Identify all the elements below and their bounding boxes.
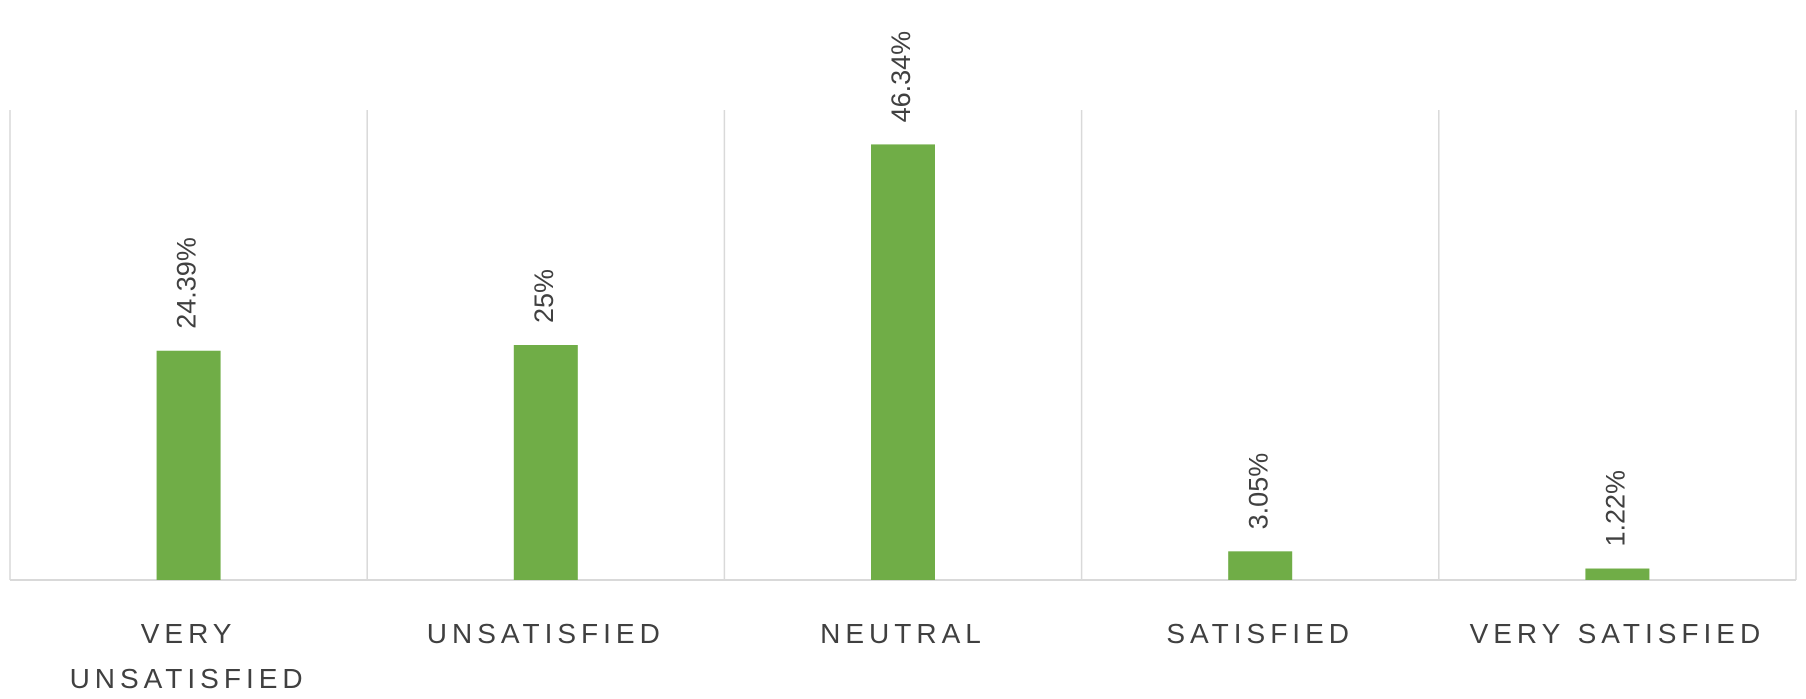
data-label: 25% — [529, 269, 559, 323]
category-label: VERY SATISFIED — [1470, 618, 1766, 649]
data-labels: 24.39% 25% 46.34% 3.05% 1.22% — [172, 31, 1631, 547]
bars — [156, 144, 1650, 581]
category-label-line: UNSATISFIED — [427, 618, 665, 649]
category-labels: VERY UNSATISFIED UNSATISFIED NEUTRAL SATISFI… — [70, 618, 1766, 694]
data-label: 3.05% — [1243, 453, 1273, 530]
data-label: 24.39% — [172, 237, 202, 329]
category-label: NEUTRAL — [820, 618, 986, 649]
bar — [871, 144, 935, 581]
bar — [1585, 568, 1650, 580]
bar — [513, 345, 578, 580]
category-label: VERY UNSATISFIED — [70, 618, 308, 694]
category-label-line: NEUTRAL — [820, 618, 986, 649]
category-label-line: VERY — [141, 618, 237, 649]
category-label-line: SATISFIED — [1166, 618, 1354, 649]
data-label: 1.22% — [1601, 470, 1631, 547]
bar — [1228, 551, 1293, 580]
bar — [156, 350, 221, 580]
category-label-line: VERY SATISFIED — [1470, 618, 1766, 649]
data-label: 46.34% — [886, 31, 916, 123]
category-label: UNSATISFIED — [427, 618, 665, 649]
category-label: SATISFIED — [1166, 618, 1354, 649]
category-label-line: UNSATISFIED — [70, 663, 308, 694]
